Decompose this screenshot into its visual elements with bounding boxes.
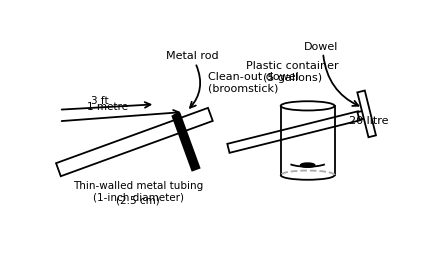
Text: Clean-out dowel
(broomstick): Clean-out dowel (broomstick) [208,72,299,93]
Polygon shape [357,110,368,120]
Text: Dowel: Dowel [304,42,338,52]
Polygon shape [172,114,200,170]
Text: Plastic container
(5 gallons): Plastic container (5 gallons) [246,61,339,83]
Text: 20 litre: 20 litre [349,116,389,126]
Ellipse shape [301,163,314,167]
Polygon shape [227,111,360,153]
Text: 3 ft: 3 ft [91,96,108,106]
Ellipse shape [281,101,335,110]
Text: Metal rod: Metal rod [166,51,219,61]
Text: Thin-walled metal tubing
(1-inch diameter): Thin-walled metal tubing (1-inch diamete… [73,181,203,202]
Polygon shape [357,90,376,137]
Text: 1 metre: 1 metre [87,102,128,112]
Polygon shape [56,108,213,176]
Text: (2.5 cm): (2.5 cm) [116,196,160,206]
